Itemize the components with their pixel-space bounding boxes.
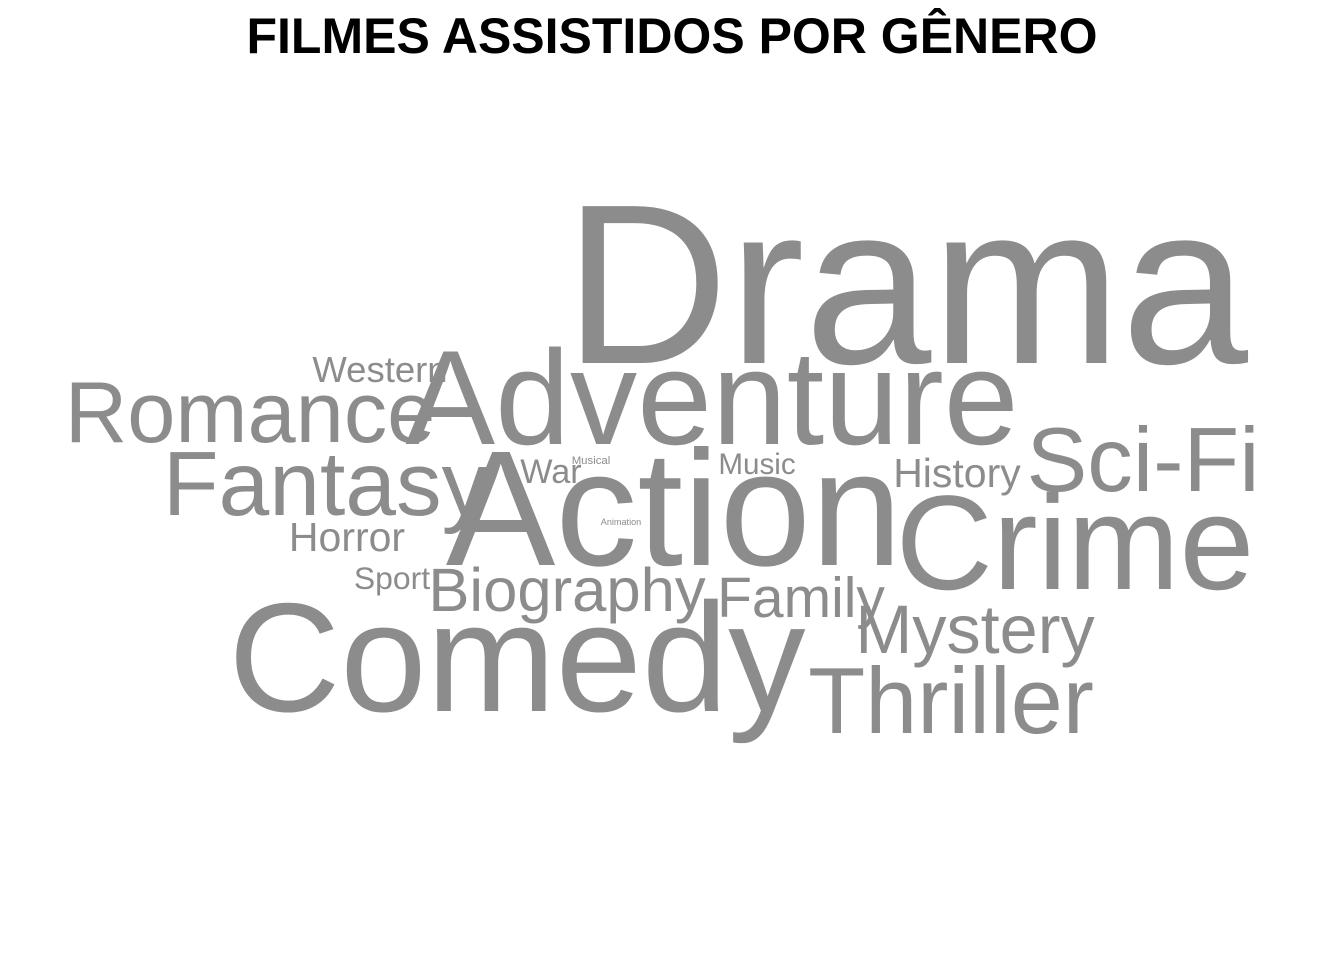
word-action: Action xyxy=(446,416,902,600)
word-family: Family xyxy=(717,566,885,630)
word-sci-fi: Sci-Fi xyxy=(1026,409,1259,511)
word-musical: Musical xyxy=(572,455,611,467)
chart-title: FILMES ASSISTIDOS POR GÊNERO xyxy=(246,8,1098,64)
word-comedy: Comedy xyxy=(228,571,806,744)
word-fantasy: Fantasy xyxy=(163,433,488,535)
word-drama: Drama xyxy=(564,158,1248,412)
word-war: War xyxy=(520,453,581,491)
word-music: Music xyxy=(718,448,795,481)
word-horror: Horror xyxy=(289,514,405,560)
word-biography: Biography xyxy=(428,556,706,625)
word-history: History xyxy=(893,450,1021,496)
word-thriller: Thriller xyxy=(808,648,1094,753)
word-western: Western xyxy=(312,349,447,390)
word-crime: Crime xyxy=(896,467,1255,618)
word-mystery: Mystery xyxy=(855,592,1095,668)
word-sport: Sport xyxy=(354,560,430,596)
word-animation: Animation xyxy=(601,517,641,527)
word-adventure: Adventure xyxy=(405,322,1018,473)
word-romance: Romance xyxy=(65,365,436,461)
